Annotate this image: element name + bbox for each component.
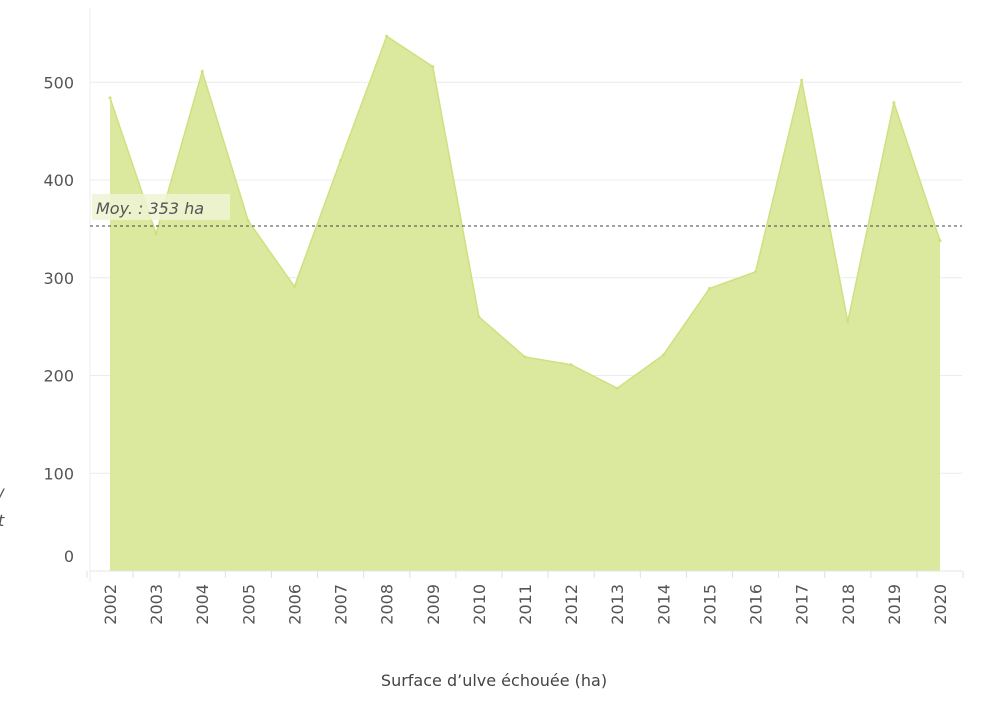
- x-tick-label-2005: 2005: [239, 584, 258, 625]
- x-tick-label-2015: 2015: [700, 584, 719, 625]
- data-point-2008: [385, 34, 389, 38]
- x-tick-label-2008: 2008: [378, 584, 397, 625]
- data-point-2012: [569, 363, 573, 367]
- data-point-2019: [892, 101, 896, 105]
- data-point-2003: [154, 232, 158, 236]
- x-tick-label-2018: 2018: [839, 584, 858, 625]
- x-tick-label-2002: 2002: [101, 584, 120, 625]
- y-tick-label-100: 100: [43, 464, 74, 483]
- left-cut-text-1: /: [0, 485, 5, 504]
- data-point-2007: [339, 158, 343, 162]
- x-tick-label-2004: 2004: [193, 584, 212, 625]
- x-tick-label-2020: 2020: [931, 584, 950, 625]
- x-tick-label-2010: 2010: [470, 584, 489, 625]
- data-point-2013: [615, 386, 619, 390]
- y-tick-label-0: 0: [64, 547, 74, 566]
- data-point-2006: [292, 285, 296, 289]
- x-tick-label-2012: 2012: [562, 584, 581, 625]
- x-tick-label-2009: 2009: [424, 584, 443, 625]
- data-point-2005: [246, 219, 250, 223]
- area-series: [108, 34, 942, 572]
- axes: 0 100 200 300 400 500 2002 2003 2004 2005 2006 2007…: [43, 8, 964, 625]
- y-tick-label-200: 200: [43, 367, 74, 386]
- average-line-group: Moy. : 353 ha: [90, 193, 962, 227]
- x-tick-label-2017: 2017: [793, 584, 812, 625]
- data-point-2009: [431, 65, 435, 69]
- data-point-2015: [707, 287, 711, 290]
- x-tick-label-2007: 2007: [332, 584, 351, 625]
- x-tick-label-2011: 2011: [516, 584, 535, 625]
- area-fill: [110, 36, 940, 572]
- y-tick-label-300: 300: [43, 269, 74, 288]
- left-cut-text-2: t: [0, 511, 5, 530]
- average-label: Moy. : 353 ha: [96, 199, 204, 218]
- y-tick-label-400: 400: [43, 171, 74, 190]
- data-point-2011: [523, 355, 527, 359]
- data-point-2010: [477, 315, 481, 319]
- x-tick-label-2016: 2016: [747, 584, 766, 625]
- data-point-2004: [200, 70, 204, 73]
- x-tick-label-2006: 2006: [285, 584, 304, 625]
- data-point-2014: [661, 353, 665, 357]
- data-point-2002: [108, 96, 112, 100]
- data-point-2020: [938, 239, 942, 243]
- data-point-2016: [754, 270, 758, 274]
- x-tick-label-2019: 2019: [885, 584, 904, 625]
- x-tick-label-2013: 2013: [608, 584, 627, 625]
- x-axis-title: Surface d’ulve échouée (ha): [381, 671, 607, 690]
- y-tick-label-500: 500: [43, 73, 74, 92]
- data-point-2018: [846, 320, 850, 324]
- average-label-bg: [92, 193, 230, 220]
- x-tick-label-2014: 2014: [654, 584, 673, 625]
- data-point-2017: [800, 78, 804, 82]
- x-tick-label-2003: 2003: [147, 584, 166, 625]
